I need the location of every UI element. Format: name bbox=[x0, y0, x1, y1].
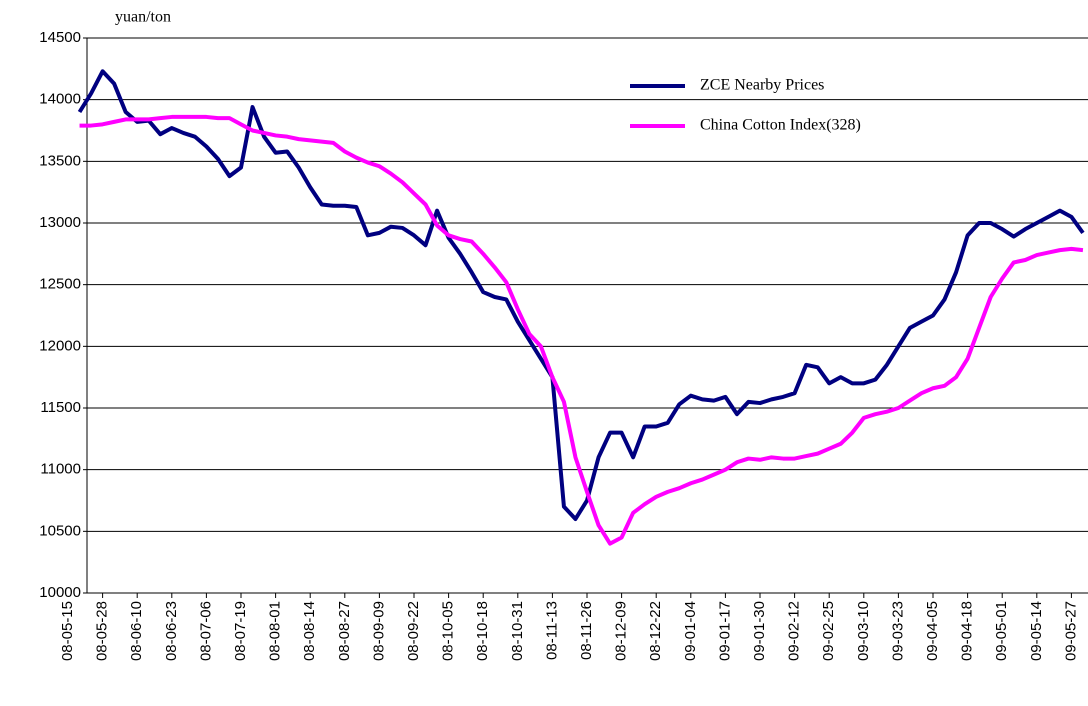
x-tick-label: 08-09-09 bbox=[370, 601, 387, 661]
x-tick-label: 08-08-14 bbox=[301, 601, 318, 661]
series-line bbox=[77, 69, 1085, 521]
x-tick-label: 09-03-23 bbox=[889, 601, 906, 661]
x-tick-label: 08-07-19 bbox=[232, 601, 249, 661]
y-tick-label: 11500 bbox=[40, 399, 81, 416]
y-tick-label: 12500 bbox=[39, 276, 81, 293]
x-tick-label: 09-02-25 bbox=[820, 601, 837, 661]
x-tick-label: 09-02-12 bbox=[786, 601, 803, 661]
x-tick-label: 09-04-18 bbox=[959, 601, 976, 661]
y-axis-label: yuan/ton bbox=[115, 9, 171, 26]
x-tick-label: 08-07-06 bbox=[197, 601, 214, 661]
x-tick-label: 09-04-05 bbox=[924, 601, 941, 661]
legend-label: China Cotton Index(328) bbox=[700, 117, 861, 134]
y-tick-label: 10500 bbox=[39, 522, 81, 539]
x-tick-label: 08-10-18 bbox=[474, 601, 491, 661]
x-tick-label: 09-05-01 bbox=[993, 601, 1010, 661]
legend-label: ZCE Nearby Prices bbox=[700, 77, 824, 94]
y-tick-label: 10000 bbox=[39, 584, 81, 601]
y-tick-label: 13000 bbox=[39, 214, 81, 231]
x-tick-label: 08-06-23 bbox=[163, 601, 180, 661]
x-tick-label: 09-01-04 bbox=[682, 601, 699, 661]
x-tick-label: 08-12-22 bbox=[647, 601, 664, 661]
x-tick-label: 08-05-28 bbox=[94, 601, 111, 661]
x-tick-label: 09-03-10 bbox=[855, 601, 872, 661]
x-tick-label: 08-08-01 bbox=[267, 601, 284, 661]
series-line bbox=[79, 114, 1084, 546]
x-tick-label: 08-08-27 bbox=[336, 601, 353, 661]
y-tick-label: 11000 bbox=[40, 461, 81, 478]
x-tick-label: 08-11-13 bbox=[543, 601, 560, 660]
x-tick-label: 09-05-14 bbox=[1028, 601, 1045, 661]
x-tick-label: 08-10-31 bbox=[509, 601, 526, 661]
y-tick-label: 12000 bbox=[39, 337, 81, 354]
x-tick-label: 08-05-15 bbox=[59, 601, 76, 661]
x-tick-label: 08-09-22 bbox=[405, 601, 422, 661]
x-tick-label: 09-01-17 bbox=[716, 601, 733, 661]
y-tick-label: 13500 bbox=[39, 152, 81, 169]
y-tick-label: 14000 bbox=[39, 91, 81, 108]
x-tick-label: 09-01-30 bbox=[751, 601, 768, 661]
x-tick-label: 08-06-10 bbox=[128, 601, 145, 661]
x-tick-label: 08-11-26 bbox=[578, 601, 595, 660]
y-tick-label: 14500 bbox=[39, 29, 81, 46]
x-tick-label: 08-10-05 bbox=[440, 601, 457, 661]
x-tick-label: 08-12-09 bbox=[613, 601, 630, 661]
x-tick-label: 09-05-27 bbox=[1062, 601, 1079, 661]
